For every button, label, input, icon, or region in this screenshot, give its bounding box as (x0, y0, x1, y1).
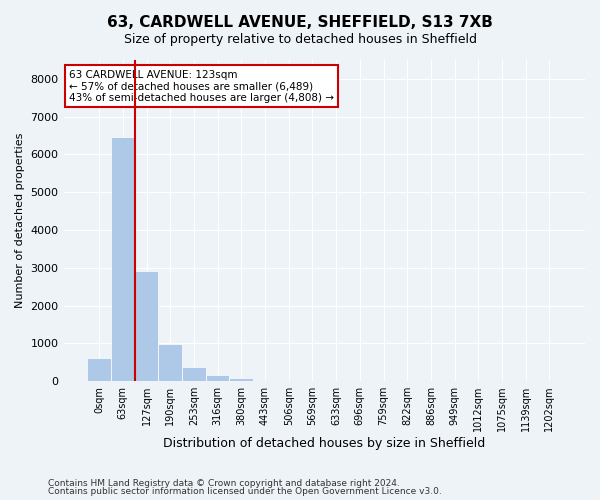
Text: Contains HM Land Registry data © Crown copyright and database right 2024.: Contains HM Land Registry data © Crown c… (48, 478, 400, 488)
Text: 63 CARDWELL AVENUE: 123sqm
← 57% of detached houses are smaller (6,489)
43% of s: 63 CARDWELL AVENUE: 123sqm ← 57% of deta… (69, 70, 334, 103)
Bar (158, 344, 182, 381)
Y-axis label: Number of detached properties: Number of detached properties (15, 133, 25, 308)
Bar (87, 358, 111, 381)
Bar (182, 368, 206, 381)
Text: Contains public sector information licensed under the Open Government Licence v3: Contains public sector information licen… (48, 487, 442, 496)
Bar (229, 378, 253, 381)
X-axis label: Distribution of detached houses by size in Sheffield: Distribution of detached houses by size … (163, 437, 485, 450)
Bar (111, 138, 134, 381)
Bar (206, 376, 229, 381)
Bar (134, 271, 158, 381)
Text: Size of property relative to detached houses in Sheffield: Size of property relative to detached ho… (124, 32, 476, 46)
Text: 63, CARDWELL AVENUE, SHEFFIELD, S13 7XB: 63, CARDWELL AVENUE, SHEFFIELD, S13 7XB (107, 15, 493, 30)
